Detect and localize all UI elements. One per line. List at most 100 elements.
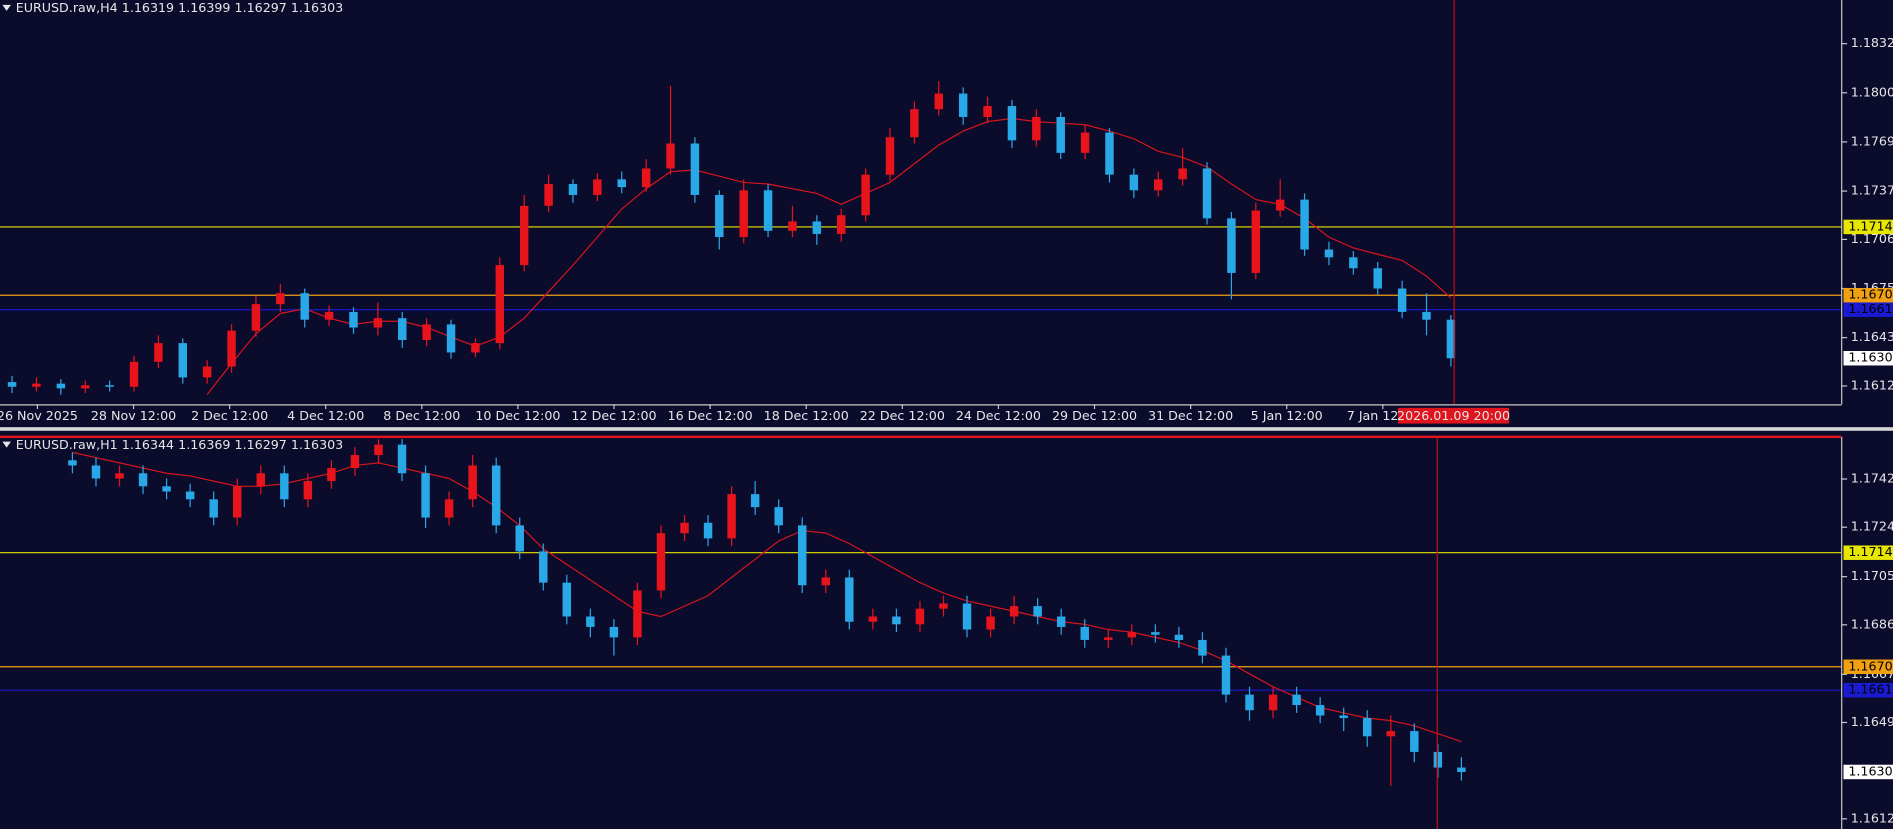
chart-header: EURUSD.raw,H4 1.16319 1.16399 1.16297 1.…: [16, 0, 344, 15]
candle-body: [939, 603, 948, 609]
candle-body: [185, 491, 195, 500]
x-tick-label: 28 Nov 12:00: [91, 408, 176, 423]
candle-body: [251, 304, 261, 331]
candle-body: [256, 473, 265, 487]
candle-body: [349, 311, 358, 328]
candle-body: [739, 190, 748, 238]
candle-body: [641, 168, 651, 188]
candle-body: [421, 473, 430, 518]
candle-body: [1174, 634, 1184, 640]
candle-body: [915, 608, 925, 625]
candle-body: [1433, 751, 1443, 768]
candle-body: [1410, 731, 1419, 752]
candle-body: [1324, 249, 1334, 258]
candle-body: [892, 616, 901, 625]
candle-body: [280, 473, 289, 500]
candle-body: [774, 507, 783, 526]
candle-body: [1275, 199, 1285, 211]
candle-body: [1300, 199, 1309, 250]
candle-body: [1292, 694, 1301, 706]
candle-body: [609, 626, 619, 638]
candle-body: [690, 143, 700, 195]
candle-body: [666, 143, 675, 169]
candle-body: [1127, 632, 1137, 638]
candle-body: [1221, 655, 1231, 695]
candle-body: [129, 361, 139, 387]
candle-body: [209, 499, 218, 518]
candle-body: [812, 221, 822, 234]
candle-body: [300, 293, 309, 320]
candle-body: [56, 383, 66, 389]
candle-body: [1178, 168, 1187, 180]
level-label: 1.16617: [1848, 682, 1893, 697]
x-tick-label: 22 Dec 12:00: [860, 408, 945, 423]
x-tick-label: 4 Dec 12:00: [287, 408, 364, 423]
candle-body: [1349, 257, 1358, 269]
candle-body: [1422, 311, 1431, 320]
level-label: 1.16614: [1848, 301, 1893, 316]
pane-separator: [0, 427, 1893, 431]
candle-body: [958, 93, 968, 117]
candle-body: [1080, 626, 1089, 640]
y-tick-label: 1.16123: [1851, 810, 1893, 825]
candle-body: [32, 383, 41, 387]
candle-body: [1056, 116, 1065, 153]
candle-body: [324, 311, 334, 320]
candle-body: [1386, 731, 1396, 737]
collapse-icon[interactable]: [2, 4, 11, 11]
candle-body: [633, 590, 642, 638]
level-label: 1.17145: [1848, 544, 1893, 559]
candle-body: [934, 93, 943, 110]
candle-body: [586, 616, 595, 627]
y-tick-label: 1.17690: [1851, 133, 1893, 148]
candle-body: [1080, 132, 1090, 153]
candle-body: [154, 343, 163, 362]
candle-body: [715, 194, 724, 238]
candle-body: [1397, 288, 1407, 312]
candle-body: [1104, 637, 1113, 640]
candle-body: [1227, 218, 1236, 273]
level-label: 1.16707: [1848, 287, 1893, 302]
candle-body: [444, 499, 454, 518]
candle-body: [568, 184, 578, 195]
overlay: 1.18320 1.18005 1.17690 1.17375 1.17065 1.167…: [0, 35, 1893, 825]
y-tick-label: 1.17243: [1851, 519, 1893, 534]
candle-body: [1032, 116, 1041, 141]
collapse-icon[interactable]: [2, 441, 11, 448]
x-tick-label: 2 Dec 12:00: [191, 408, 268, 423]
candle-body: [105, 385, 114, 387]
candle-body: [837, 215, 846, 234]
candle-body: [374, 444, 383, 456]
pane-border: [0, 435, 1842, 439]
candle-body: [1245, 694, 1254, 711]
candle-body: [115, 473, 124, 479]
last-price-box: [1843, 764, 1893, 780]
level-label-box: [1843, 545, 1893, 560]
y-tick-label: 1.17428: [1851, 471, 1893, 486]
candle-body: [910, 109, 919, 138]
last-price-label: 1.16303: [1848, 763, 1893, 778]
candle-body: [1056, 616, 1066, 627]
y-tick-label: 1.16493: [1851, 714, 1893, 729]
x-tick-label: 12 Dec 12:00: [571, 408, 656, 423]
candle-body: [1007, 106, 1017, 141]
candle-body: [81, 385, 90, 389]
candle-body: [1315, 705, 1325, 716]
candle-body: [861, 174, 870, 216]
candle-body: [1033, 606, 1042, 617]
candle-body: [868, 616, 878, 622]
level-label-box: [1843, 287, 1893, 303]
candle-body: [1339, 715, 1348, 719]
candle-body: [202, 366, 212, 378]
candle-body: [1446, 319, 1456, 359]
candle-body: [986, 616, 995, 630]
candle-body: [397, 444, 407, 474]
x-tick-label: 24 Dec 12:00: [956, 408, 1041, 423]
crosshair-time-box: [1398, 407, 1510, 424]
candle-body: [350, 455, 360, 469]
candle-body: [233, 486, 242, 518]
h4-plot: [0, 81, 1842, 395]
x-tick-label: 8 Dec 12:00: [383, 408, 460, 423]
candle-body: [1105, 132, 1114, 175]
